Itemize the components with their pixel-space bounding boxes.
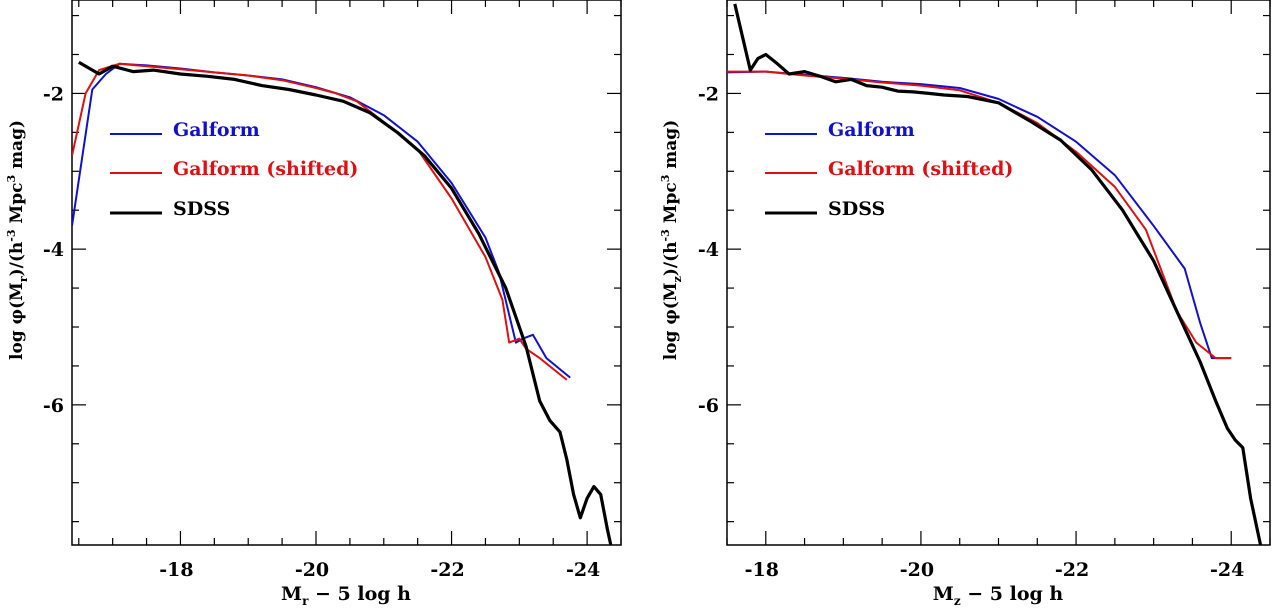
y-tick-label: -6 <box>698 395 719 417</box>
legend-label-2: Galform (shifted) <box>173 158 358 180</box>
y-tick-label: -2 <box>698 83 719 105</box>
x-tick-label: -24 <box>566 559 600 581</box>
x-tick-label: -20 <box>295 559 329 581</box>
x-tick-label: -18 <box>159 559 193 581</box>
y-axis-label: log φ(Mr)/(h-3 Mpc3 mag) <box>5 120 30 360</box>
legend-label-2: Galform (shifted) <box>828 158 1013 180</box>
legend-label-3: SDSS <box>173 198 230 220</box>
series-line-3 <box>733 3 1263 545</box>
legend-label-1: Galform <box>173 119 260 141</box>
x-tick-label: -20 <box>900 559 934 581</box>
x-tick-label: -24 <box>1210 559 1244 581</box>
series-line-2 <box>727 70 1232 360</box>
x-tick-label: -22 <box>1055 559 1089 581</box>
y-tick-label: -4 <box>698 239 719 261</box>
y-tick-label: -4 <box>43 239 64 261</box>
series-line-1 <box>727 70 1232 360</box>
y-tick-label: -6 <box>43 395 64 417</box>
y-axis-label: log φ(Mz)/(h-3 Mpc3 mag) <box>659 120 684 361</box>
x-tick-label: -22 <box>430 559 464 581</box>
plot-frame <box>71 0 622 546</box>
legend-label-1: Galform <box>828 119 915 141</box>
series-line-1 <box>72 62 571 379</box>
series-line-3 <box>78 60 613 545</box>
x-axis-label: Mz − 5 log h <box>933 583 1064 608</box>
chart-panel-2: -18 -20 -22 -24 -2 -4 -6 Galform Galform (shifte… <box>659 0 1271 608</box>
chart-panel-1: -18 -20 -22 -24 -2 -4 -6 Galform Galform (shifte… <box>5 0 622 608</box>
x-tick-label: -18 <box>745 559 779 581</box>
series-line-2 <box>72 62 568 381</box>
legend-label-3: SDSS <box>828 198 885 220</box>
x-axis-label: Mr − 5 log h <box>281 583 411 608</box>
plot-frame <box>726 0 1271 546</box>
y-tick-label: -2 <box>43 83 64 105</box>
